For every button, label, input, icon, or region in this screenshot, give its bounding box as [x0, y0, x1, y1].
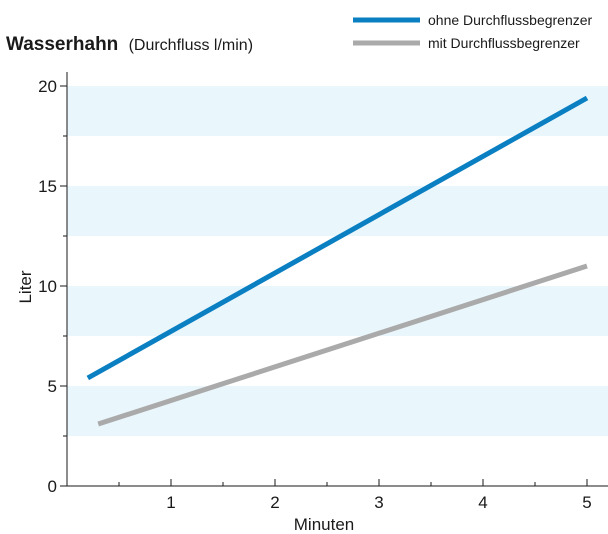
x-tick-label: 5 — [582, 493, 591, 512]
chart-title: Wasserhahn — [6, 34, 118, 55]
background-bands — [67, 86, 608, 436]
y-tick-label: 15 — [38, 177, 57, 196]
background-band — [67, 286, 608, 336]
y-axis-label: Liter — [16, 270, 35, 303]
background-band — [67, 386, 608, 436]
y-tick-label: 10 — [38, 277, 57, 296]
x-axis-label: Minuten — [294, 515, 354, 534]
series-line-mit — [97, 263, 588, 427]
legend-label-ohne: ohne Durchflussbegrenzer — [428, 12, 593, 28]
legend: ohne Durchflussbegrenzer mit Durchflussb… — [353, 12, 593, 51]
series-line-ohne — [86, 95, 589, 381]
y-tick-label: 5 — [48, 377, 57, 396]
x-tick-label: 3 — [374, 493, 383, 512]
x-tick-label: 4 — [478, 493, 487, 512]
y-tick-label: 20 — [38, 77, 57, 96]
legend-label-mit: mit Durchflussbegrenzer — [428, 35, 580, 51]
y-tick-label: 0 — [48, 477, 57, 496]
background-band — [67, 86, 608, 136]
background-band — [67, 186, 608, 236]
chart-title-group: Wasserhahn (Durchfluss l/min) — [6, 34, 253, 55]
chart-subtitle: (Durchfluss l/min) — [129, 37, 253, 54]
series-lines — [86, 95, 589, 427]
x-tick-label: 2 — [270, 493, 279, 512]
axes: 0 5 10 15 20 1 2 3 4 5 — [38, 72, 608, 512]
x-tick-label: 1 — [166, 493, 175, 512]
